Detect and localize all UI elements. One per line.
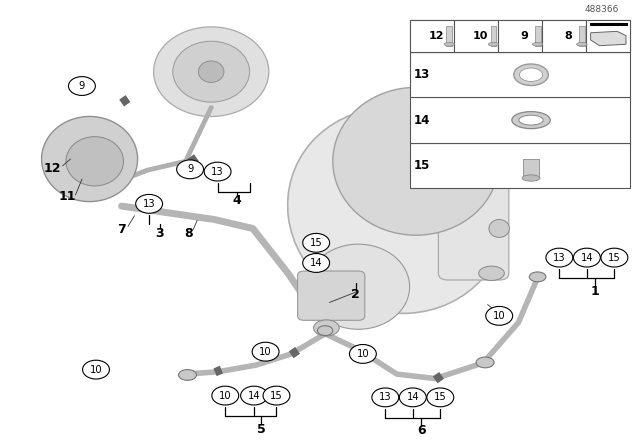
Bar [447,26,452,46]
Text: 14: 14 [248,391,260,401]
Text: 14: 14 [310,258,323,268]
Bar [524,159,539,178]
Circle shape [83,360,109,379]
FancyBboxPatch shape [438,168,509,280]
Circle shape [177,160,204,179]
Circle shape [241,386,268,405]
Text: 7: 7 [117,223,126,236]
Circle shape [204,162,231,181]
Ellipse shape [314,320,339,336]
Text: 13: 13 [379,392,392,402]
Ellipse shape [42,116,138,202]
Circle shape [349,345,376,363]
Text: 15: 15 [270,391,283,401]
Bar [410,143,630,188]
Text: 3: 3 [156,227,164,241]
Ellipse shape [307,244,410,329]
Text: 15: 15 [434,392,447,402]
Text: 12: 12 [44,161,61,175]
Text: 8: 8 [564,31,572,41]
Text: 1: 1 [591,284,600,298]
Text: 10: 10 [219,391,232,401]
Ellipse shape [512,112,550,129]
Bar [410,98,630,143]
Text: 13: 13 [553,253,566,263]
Text: 10: 10 [356,349,369,359]
Bar [491,26,497,46]
Text: 11: 11 [58,190,76,203]
Ellipse shape [489,220,509,237]
Ellipse shape [529,272,546,282]
Text: 10: 10 [493,311,506,321]
Text: 14: 14 [580,253,593,263]
Text: 6: 6 [417,424,426,438]
Text: 9: 9 [187,164,193,174]
Ellipse shape [577,43,587,46]
Ellipse shape [476,357,494,368]
Ellipse shape [173,41,250,102]
Text: 14: 14 [406,392,419,402]
Circle shape [601,248,628,267]
Bar [410,20,630,52]
Text: 13: 13 [414,68,430,81]
Bar [498,20,542,52]
Text: 488366: 488366 [584,5,619,14]
Ellipse shape [488,43,499,46]
Bar [454,20,498,52]
Text: 9: 9 [520,31,529,41]
Bar [579,26,585,46]
Text: 10: 10 [90,365,102,375]
Ellipse shape [179,370,196,380]
Ellipse shape [520,68,543,82]
FancyBboxPatch shape [298,271,365,320]
Ellipse shape [522,175,540,181]
Text: 2: 2 [351,288,360,302]
Text: 14: 14 [414,114,430,127]
Text: 8: 8 [184,227,193,241]
Circle shape [486,306,513,325]
Text: 12: 12 [428,31,444,41]
Ellipse shape [66,137,124,186]
Text: 4: 4 [232,194,241,207]
Text: 10: 10 [259,347,272,357]
Circle shape [212,386,239,405]
Ellipse shape [198,61,224,82]
Circle shape [372,388,399,407]
Polygon shape [591,31,626,46]
Ellipse shape [519,115,543,125]
Circle shape [427,388,454,407]
Circle shape [573,248,600,267]
Bar [410,20,454,52]
Text: 5: 5 [257,422,266,436]
Circle shape [303,254,330,272]
Circle shape [136,194,163,213]
Circle shape [546,248,573,267]
Text: 10: 10 [472,31,488,41]
Ellipse shape [287,108,506,314]
Bar [586,20,630,52]
Ellipse shape [444,43,454,46]
Bar [410,52,630,98]
Text: 15: 15 [608,253,621,263]
Circle shape [263,386,290,405]
Circle shape [68,77,95,95]
Ellipse shape [532,43,543,46]
Circle shape [252,342,279,361]
Text: 15: 15 [310,238,323,248]
Text: 13: 13 [143,199,156,209]
Circle shape [303,233,330,252]
Ellipse shape [317,326,333,336]
Circle shape [399,388,426,407]
Bar [542,20,586,52]
Ellipse shape [514,64,548,86]
Ellipse shape [333,87,499,235]
Text: 15: 15 [414,159,430,172]
Text: 9: 9 [79,81,85,91]
Bar [535,26,541,46]
Ellipse shape [154,27,269,116]
Text: 13: 13 [211,167,224,177]
Ellipse shape [479,266,504,280]
